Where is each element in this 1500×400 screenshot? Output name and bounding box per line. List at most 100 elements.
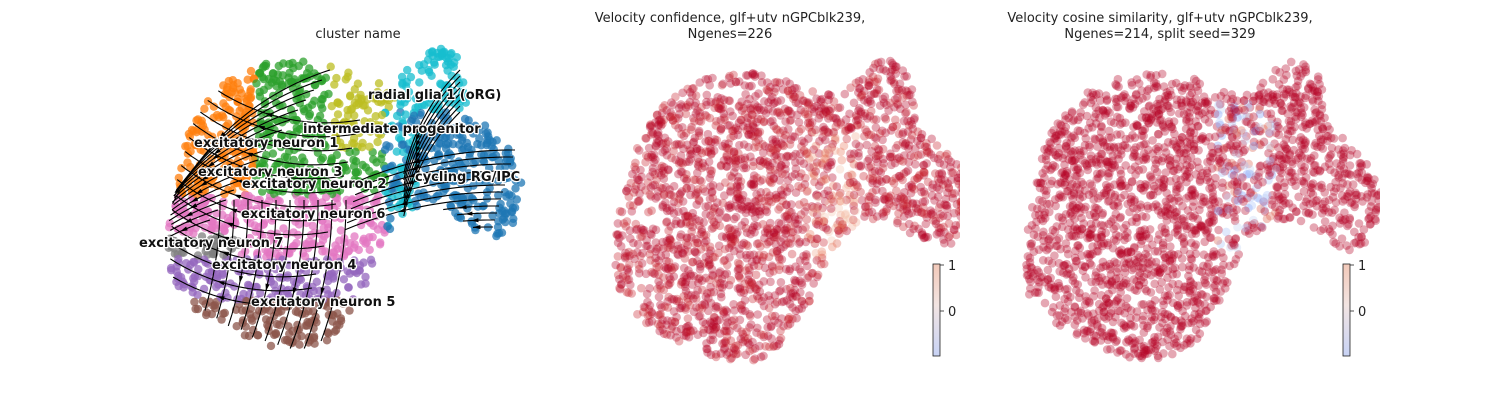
cell-point [714, 208, 724, 217]
cell-point [726, 354, 735, 364]
cell-point [622, 287, 632, 297]
cell-point [865, 75, 874, 85]
cell-point [1128, 333, 1137, 343]
cell-point [1230, 177, 1239, 186]
cell-point [756, 330, 766, 339]
cell-point [828, 139, 837, 149]
cell-point [309, 286, 318, 296]
cell-point [831, 223, 841, 233]
cell-point [901, 139, 910, 149]
cell-point [918, 230, 927, 239]
cell-point [435, 127, 444, 136]
cell-point [1208, 153, 1218, 163]
cell-point [769, 99, 778, 108]
cell-point [926, 206, 935, 215]
cell-point [1086, 225, 1096, 234]
cell-point [720, 255, 729, 265]
cell-point [1139, 186, 1148, 195]
cell-point [783, 106, 793, 116]
cell-point [739, 163, 749, 173]
cell-point [232, 322, 241, 331]
cell-point [1114, 82, 1123, 92]
cell-point [1119, 320, 1129, 330]
cell-point [827, 157, 836, 167]
cell-point [653, 186, 663, 196]
cell-point [644, 143, 654, 153]
cell-point [682, 184, 691, 193]
cell-point [353, 168, 363, 177]
cell-point [631, 185, 640, 194]
cell-point [748, 294, 757, 304]
cell-point [295, 340, 304, 349]
cell-point [754, 142, 763, 152]
cell-point [888, 60, 898, 70]
cell-point [695, 176, 705, 185]
cell-point [886, 67, 895, 77]
cell-point [737, 304, 746, 314]
cell-point [1134, 271, 1144, 280]
cell-point [694, 278, 703, 288]
cell-point [308, 307, 318, 316]
cell-point [826, 91, 835, 100]
cell-point [174, 173, 183, 183]
streamline [207, 99, 357, 138]
cell-point [1110, 143, 1119, 153]
cell-point [662, 217, 672, 226]
cell-point [767, 334, 776, 343]
cell-point [633, 248, 642, 257]
cell-point [1112, 297, 1121, 306]
cell-point [734, 77, 744, 86]
cell-point [1114, 154, 1123, 164]
cell-point [305, 210, 314, 219]
cell-point [888, 122, 898, 132]
cell-point [1371, 216, 1380, 225]
cell-point [732, 181, 742, 190]
cell-point [651, 225, 661, 235]
cell-point [845, 190, 855, 200]
cell-point [774, 107, 783, 116]
cell-point [835, 191, 844, 200]
cell-point [904, 209, 914, 219]
cell-point [867, 207, 877, 217]
cell-point [703, 147, 713, 157]
cell-point [805, 154, 814, 164]
cell-point [1108, 285, 1117, 295]
cell-point [690, 247, 700, 257]
cell-point [676, 219, 686, 229]
cluster-label: excitatory neuron 7 [139, 236, 283, 251]
cell-point [852, 120, 862, 130]
cell-point [918, 197, 928, 207]
cell-point [818, 94, 827, 104]
cell-point [1111, 222, 1121, 231]
cell-point [1193, 122, 1203, 131]
cell-point [1193, 157, 1202, 167]
cell-point [1068, 211, 1077, 220]
cell-point [1143, 305, 1152, 315]
cell-point [1232, 189, 1242, 198]
cell-point [1174, 180, 1183, 190]
cell-point [634, 264, 644, 274]
cell-point [1229, 124, 1239, 133]
cell-point [255, 68, 265, 78]
cell-point [350, 232, 359, 241]
cell-point [325, 186, 334, 195]
cell-point [1190, 145, 1199, 154]
cell-point [673, 241, 683, 250]
cell-point [748, 131, 757, 141]
cell-point [645, 249, 654, 259]
cell-point [667, 203, 677, 212]
cell-point [652, 244, 662, 254]
cell-point [952, 230, 960, 240]
cell-point [1103, 240, 1113, 250]
cell-point [1285, 87, 1294, 97]
cell-point [1301, 173, 1311, 182]
cell-point [635, 189, 644, 198]
cell-point [1172, 185, 1181, 194]
cell-point [269, 165, 278, 175]
cell-point [722, 350, 732, 359]
cell-point [777, 314, 786, 323]
cell-point [705, 194, 715, 204]
cell-point [940, 238, 949, 248]
cell-point [1105, 265, 1115, 274]
cell-point [1150, 312, 1160, 322]
